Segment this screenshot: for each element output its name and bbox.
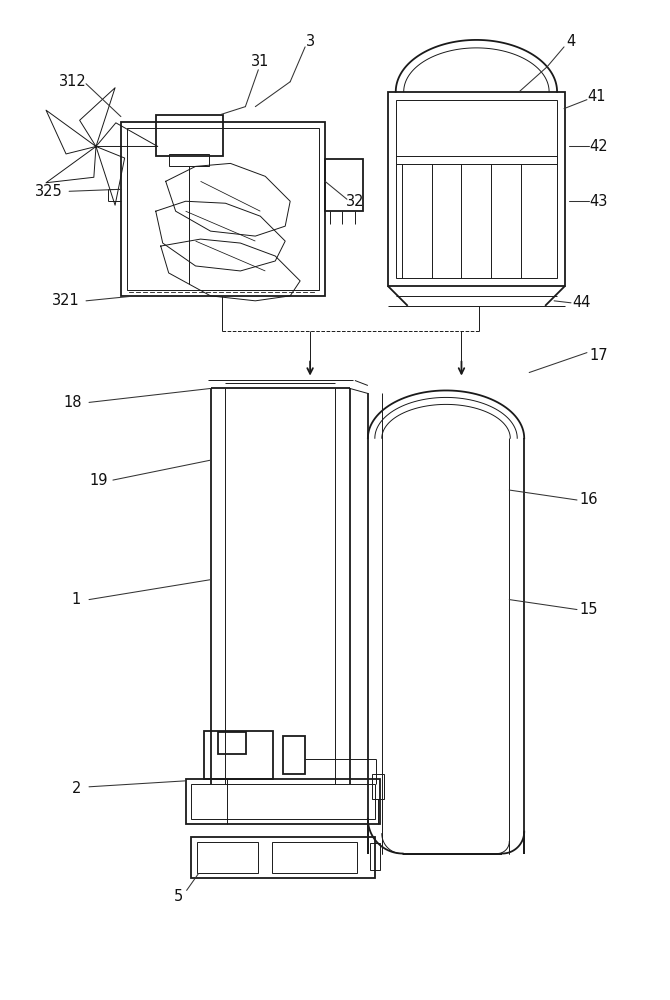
Text: 44: 44 (573, 295, 591, 310)
Bar (121, 122, 325, 296)
Text: 3: 3 (306, 34, 315, 49)
Text: 5: 5 (174, 889, 184, 904)
Bar (388, 92, 565, 286)
Bar (283, 736, 305, 774)
Text: 4: 4 (566, 34, 576, 49)
Text: 31: 31 (251, 54, 269, 69)
Text: 16: 16 (580, 492, 598, 508)
Text: 17: 17 (590, 348, 608, 363)
Text: 325: 325 (36, 184, 63, 199)
Text: 19: 19 (90, 473, 109, 488)
Text: 321: 321 (52, 293, 80, 308)
Text: 41: 41 (588, 89, 606, 104)
Bar (190, 784, 375, 819)
Bar (196, 842, 259, 873)
Text: 2: 2 (72, 781, 81, 796)
Text: 32: 32 (346, 194, 364, 209)
Bar (372, 774, 384, 799)
Text: 42: 42 (590, 139, 608, 154)
Bar (127, 128, 319, 290)
Bar (169, 154, 208, 166)
Text: 43: 43 (590, 194, 608, 209)
Bar (325, 159, 363, 211)
Bar (204, 731, 273, 779)
Bar (155, 115, 224, 156)
Bar (186, 779, 380, 824)
Bar (370, 843, 380, 870)
Text: 18: 18 (64, 395, 82, 410)
Text: 15: 15 (580, 602, 598, 617)
Bar (190, 837, 375, 878)
Text: 1: 1 (72, 592, 80, 607)
Bar (396, 100, 557, 278)
Bar (272, 842, 357, 873)
Text: 312: 312 (59, 74, 87, 89)
Bar (218, 732, 247, 754)
